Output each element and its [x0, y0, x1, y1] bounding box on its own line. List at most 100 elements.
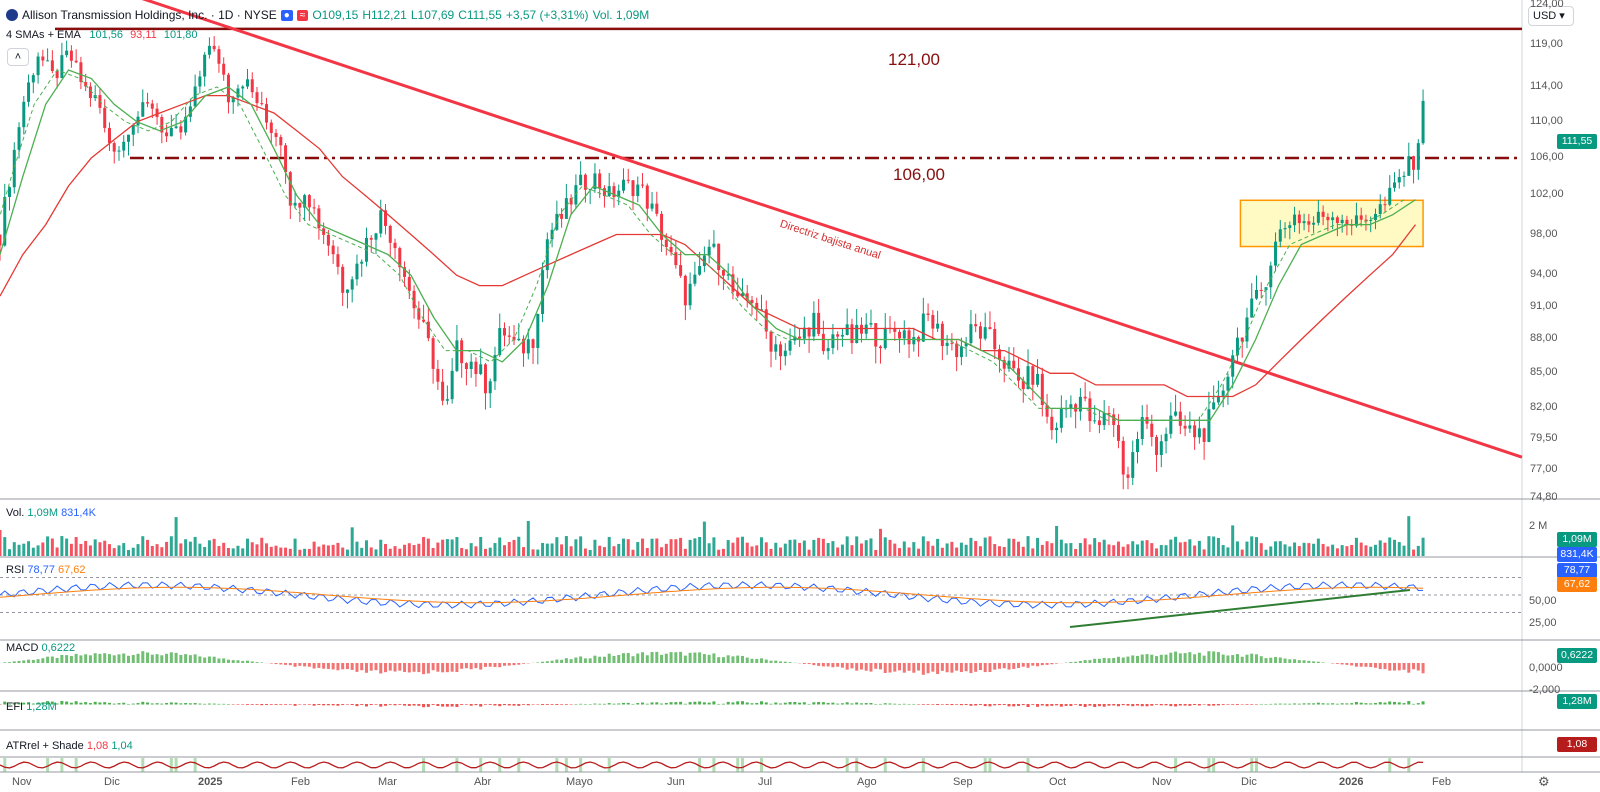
macd-bar: [783, 661, 787, 663]
volume-bar: [940, 547, 944, 556]
efi-bar: [731, 702, 735, 705]
efi-bar: [3, 701, 7, 705]
candle-body: [426, 321, 430, 339]
volume-bar: [626, 539, 630, 556]
efi-bar: [1140, 704, 1144, 707]
macd-bar: [660, 654, 664, 663]
macd-bar: [683, 655, 687, 663]
macd-bar: [1402, 663, 1406, 670]
symbol-logo-icon[interactable]: [6, 9, 18, 21]
volume-legend[interactable]: Vol. 1,09M 831,4K: [6, 507, 96, 519]
atr-legend[interactable]: ATRrel + Shade 1,08 1,04: [6, 740, 133, 752]
volume-bar: [959, 542, 963, 556]
macd-bar: [702, 654, 706, 663]
volume-bar: [388, 548, 392, 556]
volume-bar: [569, 546, 573, 556]
candle-body: [1150, 423, 1154, 437]
candle-body: [707, 246, 711, 256]
volume-bar: [1121, 546, 1125, 556]
volume-bar: [355, 541, 359, 556]
compare-button[interactable]: ●: [280, 9, 293, 21]
time-tick: 2026: [1339, 776, 1364, 788]
efi-bar: [27, 702, 31, 705]
volume-bar: [526, 521, 530, 556]
volume-bar: [555, 537, 559, 556]
atr-shade: [1254, 758, 1258, 772]
candle-body: [169, 127, 173, 137]
efi-bar: [541, 704, 545, 705]
macd-bar: [569, 659, 573, 663]
candle-body: [479, 364, 483, 375]
gear-icon[interactable]: ⚙: [1538, 774, 1550, 789]
atr-shade: [517, 758, 521, 772]
candle-body: [1212, 402, 1216, 410]
efi-legend[interactable]: EFI 1,28M: [6, 701, 57, 713]
efi-bar: [807, 703, 811, 705]
macd-bar: [455, 663, 459, 672]
candle-body: [450, 370, 454, 400]
macd-bar: [22, 660, 26, 663]
volume-bar: [269, 546, 273, 556]
macd-bar: [655, 651, 659, 663]
macd-bar: [1126, 656, 1130, 663]
efi-bar: [141, 701, 145, 705]
atr-shade: [921, 758, 925, 772]
candle-body: [255, 92, 259, 104]
candle-body: [355, 263, 359, 280]
efi-bar: [831, 702, 835, 705]
macd-bar: [1307, 660, 1311, 663]
volume-bar: [1078, 543, 1082, 556]
macd-bar: [1212, 651, 1216, 663]
macd-bar: [812, 663, 816, 666]
macd-bar: [564, 658, 568, 663]
candle-body: [688, 283, 692, 306]
macd-bar: [374, 663, 378, 671]
macd-bar: [840, 663, 844, 668]
candle-body: [1231, 355, 1235, 377]
volume-bar: [1373, 544, 1377, 556]
volume-bar: [731, 542, 735, 556]
chevron-down-icon: ▾: [1559, 10, 1565, 22]
volume-bar: [874, 549, 878, 556]
indicator-legend[interactable]: 4 SMAs + EMA 101,56 93,11 101,80: [6, 29, 198, 41]
candle-body: [1221, 390, 1225, 396]
candle-body: [660, 213, 664, 240]
candle-body: [883, 327, 887, 349]
candle-body: [893, 328, 897, 332]
volume-bar: [1164, 545, 1168, 556]
volume-bar: [207, 540, 211, 556]
candle-body: [212, 45, 216, 50]
volume-bar: [645, 547, 649, 556]
rsi-legend[interactable]: RSI 78,77 67,62: [6, 564, 86, 576]
volume-bar: [107, 544, 111, 556]
efi-bar: [750, 703, 754, 705]
macd-bar: [1283, 658, 1287, 663]
macd-bar: [760, 658, 764, 663]
macd-bar: [1026, 663, 1030, 668]
atr-shade: [607, 758, 611, 772]
volume-bar: [883, 537, 887, 556]
currency-button[interactable]: USD ▾: [1528, 6, 1574, 26]
volume-bar: [717, 549, 721, 556]
volume-bar: [650, 538, 654, 556]
volume-bar: [1155, 548, 1159, 556]
candle-body: [593, 173, 597, 190]
efi-bar: [779, 703, 783, 705]
symbol-title[interactable]: Allison Transmission Holdings, Inc. · 1D…: [22, 8, 277, 22]
alert-button[interactable]: ≈: [296, 9, 309, 21]
candle-body: [1250, 298, 1254, 318]
volume-bar: [1321, 543, 1325, 556]
macd-legend[interactable]: MACD 0,6222: [6, 642, 76, 654]
candle-body: [1097, 420, 1101, 426]
collapse-legend-button[interactable]: ˄: [7, 48, 29, 66]
macd-bar: [950, 663, 954, 673]
macd-bar: [1107, 658, 1111, 663]
efi-bar: [317, 704, 321, 706]
atr-line: [0, 761, 1424, 769]
efi-bar: [564, 704, 568, 705]
macd-bar: [422, 663, 426, 675]
efi-bar: [536, 704, 540, 705]
macd-bar: [845, 663, 849, 670]
candle-body: [1050, 416, 1054, 431]
candle-body: [1036, 373, 1040, 385]
